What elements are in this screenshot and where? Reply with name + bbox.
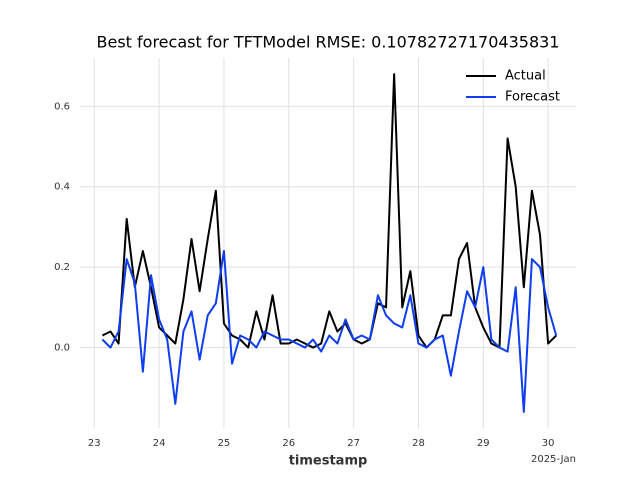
x-tick-label: 30 <box>542 438 555 449</box>
x-axis-label: timestamp <box>289 454 368 469</box>
series-line <box>101 250 558 413</box>
y-tick-label: 0.2 <box>54 262 70 273</box>
legend-label: Actual <box>505 69 546 84</box>
x-tick-label: 24 <box>153 438 166 449</box>
y-tick-label: 0.6 <box>54 101 70 112</box>
x-offset-label: 2025-Jan <box>531 454 576 465</box>
x-tick-label: 28 <box>412 438 425 449</box>
x-tick-label: 29 <box>477 438 490 449</box>
y-tick-label: 0.0 <box>54 343 70 354</box>
chart-title: Best forecast for TFTModel RMSE: 0.10782… <box>97 33 560 52</box>
x-tick-label: 25 <box>218 438 231 449</box>
x-tick-label: 23 <box>88 438 101 449</box>
x-tick-label: 26 <box>282 438 295 449</box>
legend-label: Forecast <box>505 90 560 105</box>
series-line <box>101 73 557 349</box>
x-tick-label: 27 <box>347 438 360 449</box>
y-tick-label: 0.4 <box>54 182 70 193</box>
